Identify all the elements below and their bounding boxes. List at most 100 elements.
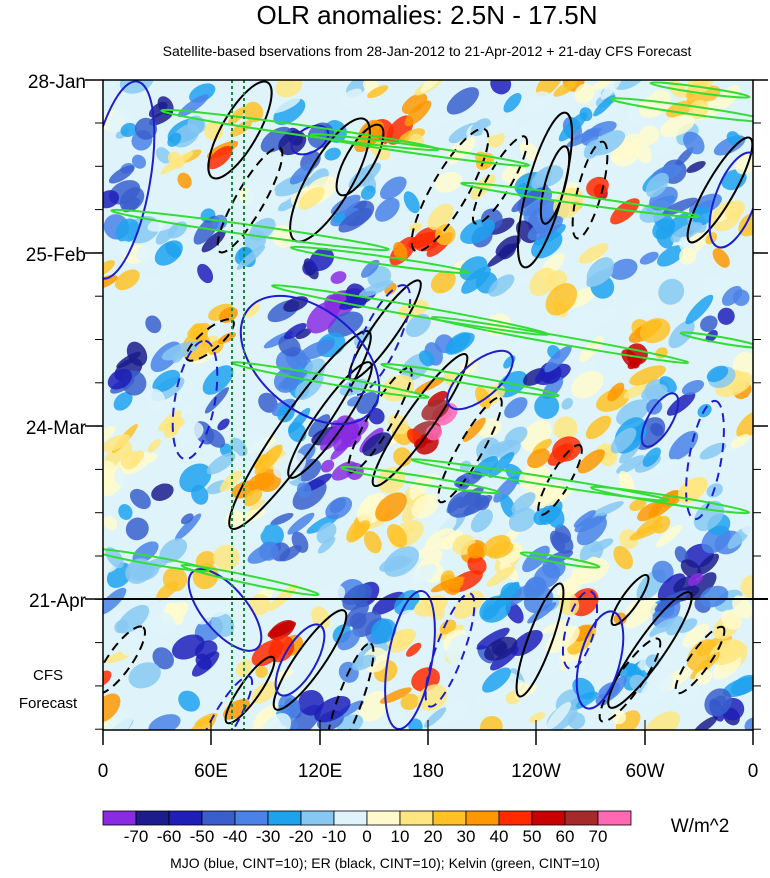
olr-cell bbox=[615, 635, 650, 662]
olr-cell bbox=[298, 186, 325, 210]
axis-ticks bbox=[85, 79, 768, 745]
olr-cell bbox=[590, 80, 626, 91]
olr-cell bbox=[138, 274, 160, 292]
x-axis-labels: 0 60E 120E 180 120W 60W 0 bbox=[98, 761, 759, 782]
olr-cell bbox=[118, 504, 133, 520]
olr-cell bbox=[117, 604, 150, 634]
olr-cell bbox=[531, 168, 552, 190]
olr-cell bbox=[103, 274, 118, 290]
x-tick-label-0: 0 bbox=[98, 761, 109, 782]
olr-cell bbox=[662, 197, 698, 216]
mjo-contour-dashed bbox=[348, 284, 412, 396]
olr-cell bbox=[439, 700, 470, 727]
olr-cell bbox=[447, 489, 482, 518]
olr-cell bbox=[423, 707, 447, 728]
olr-cell bbox=[424, 528, 456, 552]
olr-cell bbox=[178, 690, 200, 712]
olr-cell bbox=[128, 662, 161, 689]
colorbar-swatch bbox=[168, 810, 203, 826]
olr-cell bbox=[154, 240, 183, 266]
x-tick-label-120e: 120E bbox=[298, 761, 342, 782]
er-contour bbox=[515, 582, 565, 698]
olr-cell bbox=[289, 162, 315, 185]
olr-cell bbox=[586, 268, 614, 288]
olr-cell bbox=[337, 629, 360, 651]
olr-cell bbox=[401, 93, 428, 115]
olr-cell bbox=[511, 187, 544, 213]
olr-cell bbox=[613, 545, 634, 570]
mjo-contour-dashed bbox=[196, 675, 254, 730]
er-contour bbox=[371, 352, 469, 488]
colorbar-label: -60 bbox=[157, 827, 182, 846]
olr-cell bbox=[630, 298, 661, 317]
olr-cell bbox=[287, 512, 315, 535]
olr-cell bbox=[568, 712, 586, 730]
olr-cell bbox=[204, 387, 229, 414]
olr-cell bbox=[375, 492, 407, 522]
olr-cell bbox=[488, 217, 515, 235]
olr-cell bbox=[132, 541, 159, 564]
olr-cell bbox=[211, 612, 235, 637]
olr-cell bbox=[197, 263, 214, 284]
mjo-contour bbox=[274, 623, 326, 697]
olr-cell bbox=[207, 603, 232, 618]
olr-cell bbox=[177, 172, 192, 189]
olr-cell bbox=[430, 270, 456, 294]
olr-cell bbox=[113, 240, 131, 256]
colorbar-swatch bbox=[102, 810, 137, 826]
olr-cell bbox=[699, 585, 729, 608]
colorbar-label: -20 bbox=[289, 827, 314, 846]
colorbar-label: -50 bbox=[190, 827, 215, 846]
olr-cell bbox=[302, 358, 326, 383]
mjo-contour-dashed bbox=[171, 339, 219, 461]
er-contour bbox=[607, 591, 693, 709]
olr-cell bbox=[317, 536, 336, 554]
olr-cell bbox=[493, 581, 520, 611]
olr-cell bbox=[239, 519, 266, 548]
olr-cell bbox=[590, 538, 614, 553]
olr-cell bbox=[482, 534, 511, 557]
olr-cell bbox=[189, 83, 216, 103]
er-contour bbox=[287, 361, 373, 479]
olr-cell bbox=[701, 274, 728, 300]
olr-cell bbox=[414, 594, 448, 617]
olr-cell bbox=[496, 440, 521, 460]
olr-cell bbox=[611, 141, 640, 167]
chart-title: OLR anomalies: 2.5N - 17.5N bbox=[256, 0, 597, 30]
olr-cell bbox=[121, 450, 140, 470]
olr-cell bbox=[578, 243, 609, 264]
olr-cell bbox=[135, 243, 158, 262]
olr-cell bbox=[717, 307, 735, 325]
olr-cell bbox=[393, 241, 408, 262]
olr-cell bbox=[637, 501, 663, 522]
olr-cell bbox=[693, 716, 718, 730]
olr-cell bbox=[151, 612, 176, 637]
olr-cell bbox=[738, 212, 753, 237]
olr-cell bbox=[162, 566, 188, 592]
y-axis-labels: 28-Jan 25-Feb 24-Mar 21-Apr CFS Forecast bbox=[19, 72, 87, 712]
olr-cell bbox=[145, 452, 158, 464]
olr-cell bbox=[574, 83, 595, 104]
olr-cell bbox=[107, 368, 133, 390]
olr-cell bbox=[553, 416, 578, 441]
olr-cell bbox=[255, 666, 268, 678]
olr-cell bbox=[596, 305, 617, 325]
wave-contours bbox=[103, 80, 753, 730]
olr-cell bbox=[430, 576, 465, 593]
olr-cell bbox=[694, 669, 713, 686]
olr-cell bbox=[385, 709, 406, 730]
er-contour-dashed bbox=[537, 444, 583, 516]
olr-cell bbox=[481, 118, 517, 137]
colorbar-swatch bbox=[366, 810, 401, 826]
olr-cell bbox=[709, 639, 745, 665]
olr-cell bbox=[576, 515, 607, 546]
olr-cell bbox=[115, 218, 140, 243]
olr-cell bbox=[330, 271, 347, 284]
olr-cell bbox=[103, 693, 121, 723]
olr-cell bbox=[268, 635, 295, 663]
olr-cell bbox=[380, 176, 407, 200]
olr-cell bbox=[700, 315, 718, 332]
colorbar-label: 30 bbox=[457, 827, 476, 846]
olr-cell bbox=[482, 667, 511, 693]
olr-cell bbox=[545, 658, 563, 677]
